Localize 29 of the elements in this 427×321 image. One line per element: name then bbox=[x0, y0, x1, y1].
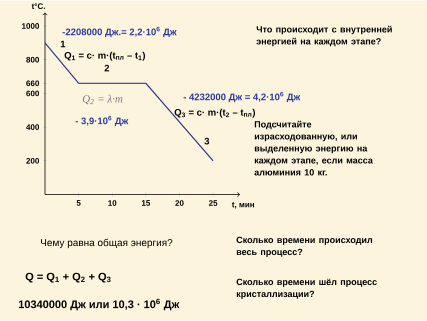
text: 10340000 Дж или 10,3 · 10$^{6}$ Дж bbox=[18, 298, 180, 310]
annotation: 1 bbox=[60, 40, 66, 48]
y-tick-label: 400 bbox=[26, 124, 40, 130]
x-tick-label: 5 bbox=[76, 200, 81, 206]
annotation: Q$_{3}$ = c· m·(t$_{2}$ – t$_{пл}$) bbox=[174, 108, 256, 118]
x-tick-label: 25 bbox=[208, 200, 218, 206]
text: Сколько времени происходил весь процесс? bbox=[236, 236, 372, 258]
y-tick-label: 200 bbox=[26, 158, 40, 164]
text: Что происходит с внутренней энергией на каждом этапе? bbox=[256, 26, 392, 47]
text: Сколько времени шёл процесс кристаллизации? bbox=[236, 278, 377, 300]
x-tick-label: 15 bbox=[142, 200, 150, 206]
x-axis-title: t, мин bbox=[232, 202, 254, 209]
x-tick-label: 20 bbox=[175, 200, 184, 206]
text: Подсчитайте израсходованную, или выделенную энергию на каждом этапе, если масса алюминия 10 кг. bbox=[254, 120, 373, 176]
annotation: 2 bbox=[104, 64, 110, 72]
annotation: 3 bbox=[204, 138, 210, 145]
annotation: Q$_{1}$ = c· m·(t$_{пл}$ – t$_{1}$) bbox=[64, 52, 146, 61]
y-tick-label: 1000 bbox=[22, 23, 40, 30]
annotation: - 4232000 Дж = 4,2·10$^{6}$ Дж bbox=[184, 92, 300, 102]
y-axis-title: t°C. bbox=[32, 4, 45, 10]
y-tick-label: 660 bbox=[26, 80, 40, 86]
annotation: - 3,9·10$^{6}$ Дж bbox=[76, 116, 128, 126]
x-tick-label: 10 bbox=[108, 200, 116, 206]
text: Чему равна общая энергия? bbox=[40, 238, 172, 248]
y-tick-label: 800 bbox=[26, 57, 40, 63]
text: Q = Q$_{1}$ + Q$_{2}$ + Q$_{3}$ bbox=[26, 272, 111, 283]
annotation: Q$_{2}$ = λ·m bbox=[82, 94, 122, 104]
annotation: -2208000 Дж.= 2,2·10$^{6}$ Дж bbox=[62, 26, 177, 38]
y-tick-label: 600 bbox=[26, 90, 40, 96]
